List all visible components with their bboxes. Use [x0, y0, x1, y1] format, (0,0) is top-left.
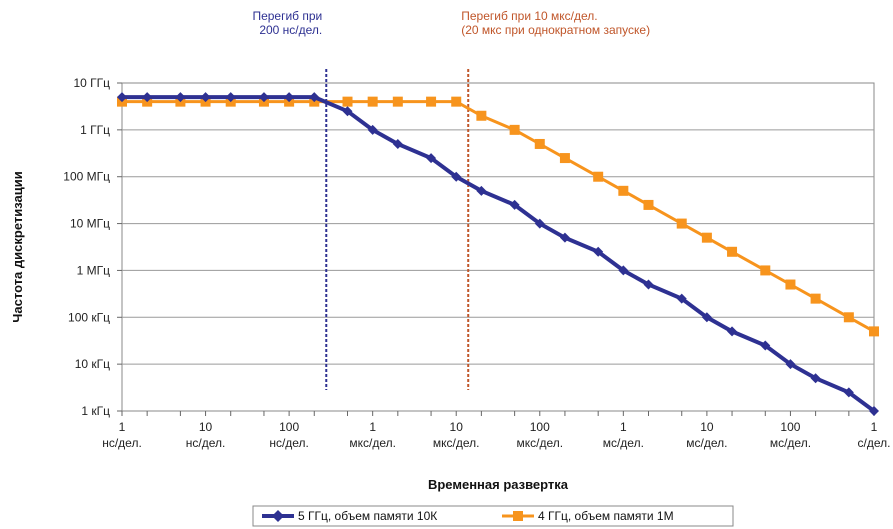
series-1-marker	[142, 92, 153, 103]
y-tick-label: 100 МГц	[63, 170, 110, 184]
legend-marker-series-1	[272, 510, 284, 522]
series-2-marker	[676, 218, 687, 229]
series-1-marker	[451, 171, 462, 182]
series-2-marker	[701, 232, 712, 243]
x-tick-unit-label: мс/дел.	[686, 436, 727, 450]
series-1-marker	[643, 279, 654, 290]
series-2-marker	[760, 265, 771, 276]
x-axis-title: Временная развертка	[428, 477, 569, 492]
legend-box	[252, 505, 734, 527]
x-tick-unit-label: мкс/дел.	[516, 436, 563, 450]
series-1-marker	[258, 92, 269, 103]
series-2-marker	[476, 110, 487, 121]
x-tick-unit-label: мс/дел.	[603, 436, 644, 450]
legend: 5 ГГц, объем памяти 10К 4 ГГц, объем пам…	[252, 505, 734, 527]
series-2-marker	[869, 326, 879, 337]
x-tick-label: 100	[279, 420, 299, 434]
series-2-marker	[559, 153, 570, 164]
x-tick-unit-label: мс/дел.	[770, 436, 811, 450]
series-2-marker	[342, 96, 353, 107]
series-2-marker	[643, 199, 654, 210]
series-2-marker	[810, 293, 821, 304]
series-1-marker	[760, 340, 771, 351]
series-2-marker	[367, 96, 378, 107]
series-2-marker	[392, 96, 403, 107]
x-tick-label: 1	[620, 420, 627, 434]
breakpoint-annotation: 200 нс/дел.	[259, 23, 322, 37]
y-tick-label: 1 ГГц	[80, 123, 110, 137]
series-1-marker	[117, 92, 127, 103]
series-1-marker	[869, 406, 879, 416]
series-2-marker	[593, 171, 604, 182]
y-axis: 10 ГГц 1 ГГц 100 МГц 10 МГц 1 МГц 100 кГц 10 к…	[63, 76, 122, 418]
x-tick-unit-label: нс/дел.	[186, 436, 226, 450]
y-axis-title: Частота дискретизации	[10, 171, 25, 322]
y-tick-label: 10 кГц	[75, 357, 110, 371]
series-1-marker	[309, 92, 320, 103]
data-series	[117, 92, 879, 416]
series-1-marker	[392, 138, 403, 149]
y-tick-label: 1 МГц	[77, 263, 111, 277]
breakpoint-annotation: Перегиб при 10 мкс/дел.	[461, 9, 597, 23]
series-1-line	[122, 95, 876, 413]
series-1-marker	[559, 232, 570, 243]
series-1-marker	[367, 124, 378, 135]
series-1-marker	[810, 373, 821, 384]
series-2-marker	[727, 246, 738, 257]
series-2-marker	[843, 312, 854, 323]
x-tick-label: 1	[119, 420, 126, 434]
legend-marker-series-2	[513, 511, 523, 521]
breakpoint-annotation: Перегиб при	[252, 9, 322, 23]
series-1-marker	[727, 326, 738, 337]
series-1-marker	[200, 92, 211, 103]
gridlines	[122, 129, 874, 365]
legend-label-series-1: 5 ГГц, объем памяти 10К	[298, 509, 437, 523]
series-1-marker	[509, 199, 520, 210]
y-tick-label: 100 кГц	[68, 310, 110, 324]
series-2-marker	[534, 138, 545, 149]
series-2-marker	[785, 279, 796, 290]
series-1-marker	[534, 218, 545, 229]
y-tick-label: 10 ГГц	[73, 76, 110, 90]
x-axis: 1 нс/дел. 10 нс/дел. 100 нс/дел. 1 мкс/дел. 10 мк…	[102, 411, 890, 450]
series-2-marker	[618, 185, 629, 196]
x-tick-unit-label: мкс/дел.	[433, 436, 480, 450]
breakpoint-annotation: (20 мкс при однократном запуске)	[461, 23, 650, 37]
series-1-marker	[618, 265, 629, 276]
x-tick-label: 10	[450, 420, 464, 434]
series-1-marker	[175, 92, 186, 103]
series-1-marker	[701, 312, 712, 323]
series-1-marker	[284, 92, 295, 103]
series-2-marker	[509, 124, 520, 135]
series-2-line	[122, 100, 875, 333]
legend-label-series-2: 4 ГГц, объем памяти 1М	[538, 509, 674, 523]
x-tick-label: 10	[700, 420, 714, 434]
series-1-marker	[843, 387, 854, 398]
series-1-marker	[476, 185, 487, 196]
x-tick-label: 1	[369, 420, 376, 434]
plot-area	[121, 82, 875, 412]
y-tick-label: 1 кГц	[81, 404, 110, 418]
x-tick-unit-label: нс/дел.	[269, 436, 309, 450]
x-tick-label: 1	[871, 420, 878, 434]
x-tick-unit-label: с/дел.	[858, 436, 891, 450]
series-2-marker	[451, 96, 462, 107]
series-2-marker	[426, 96, 437, 107]
x-tick-label: 10	[199, 420, 213, 434]
series-1-marker	[426, 153, 437, 164]
x-tick-label: 100	[530, 420, 550, 434]
x-tick-unit-label: мкс/дел.	[349, 436, 396, 450]
series-1-marker	[785, 359, 796, 370]
y-tick-label: 10 МГц	[70, 217, 110, 231]
series-1-marker	[593, 246, 604, 257]
x-tick-label: 100	[780, 420, 800, 434]
series-1-marker	[676, 293, 687, 304]
x-tick-unit-label: нс/дел.	[102, 436, 142, 450]
series-1-marker	[225, 92, 236, 103]
series-1-marker	[342, 106, 353, 117]
